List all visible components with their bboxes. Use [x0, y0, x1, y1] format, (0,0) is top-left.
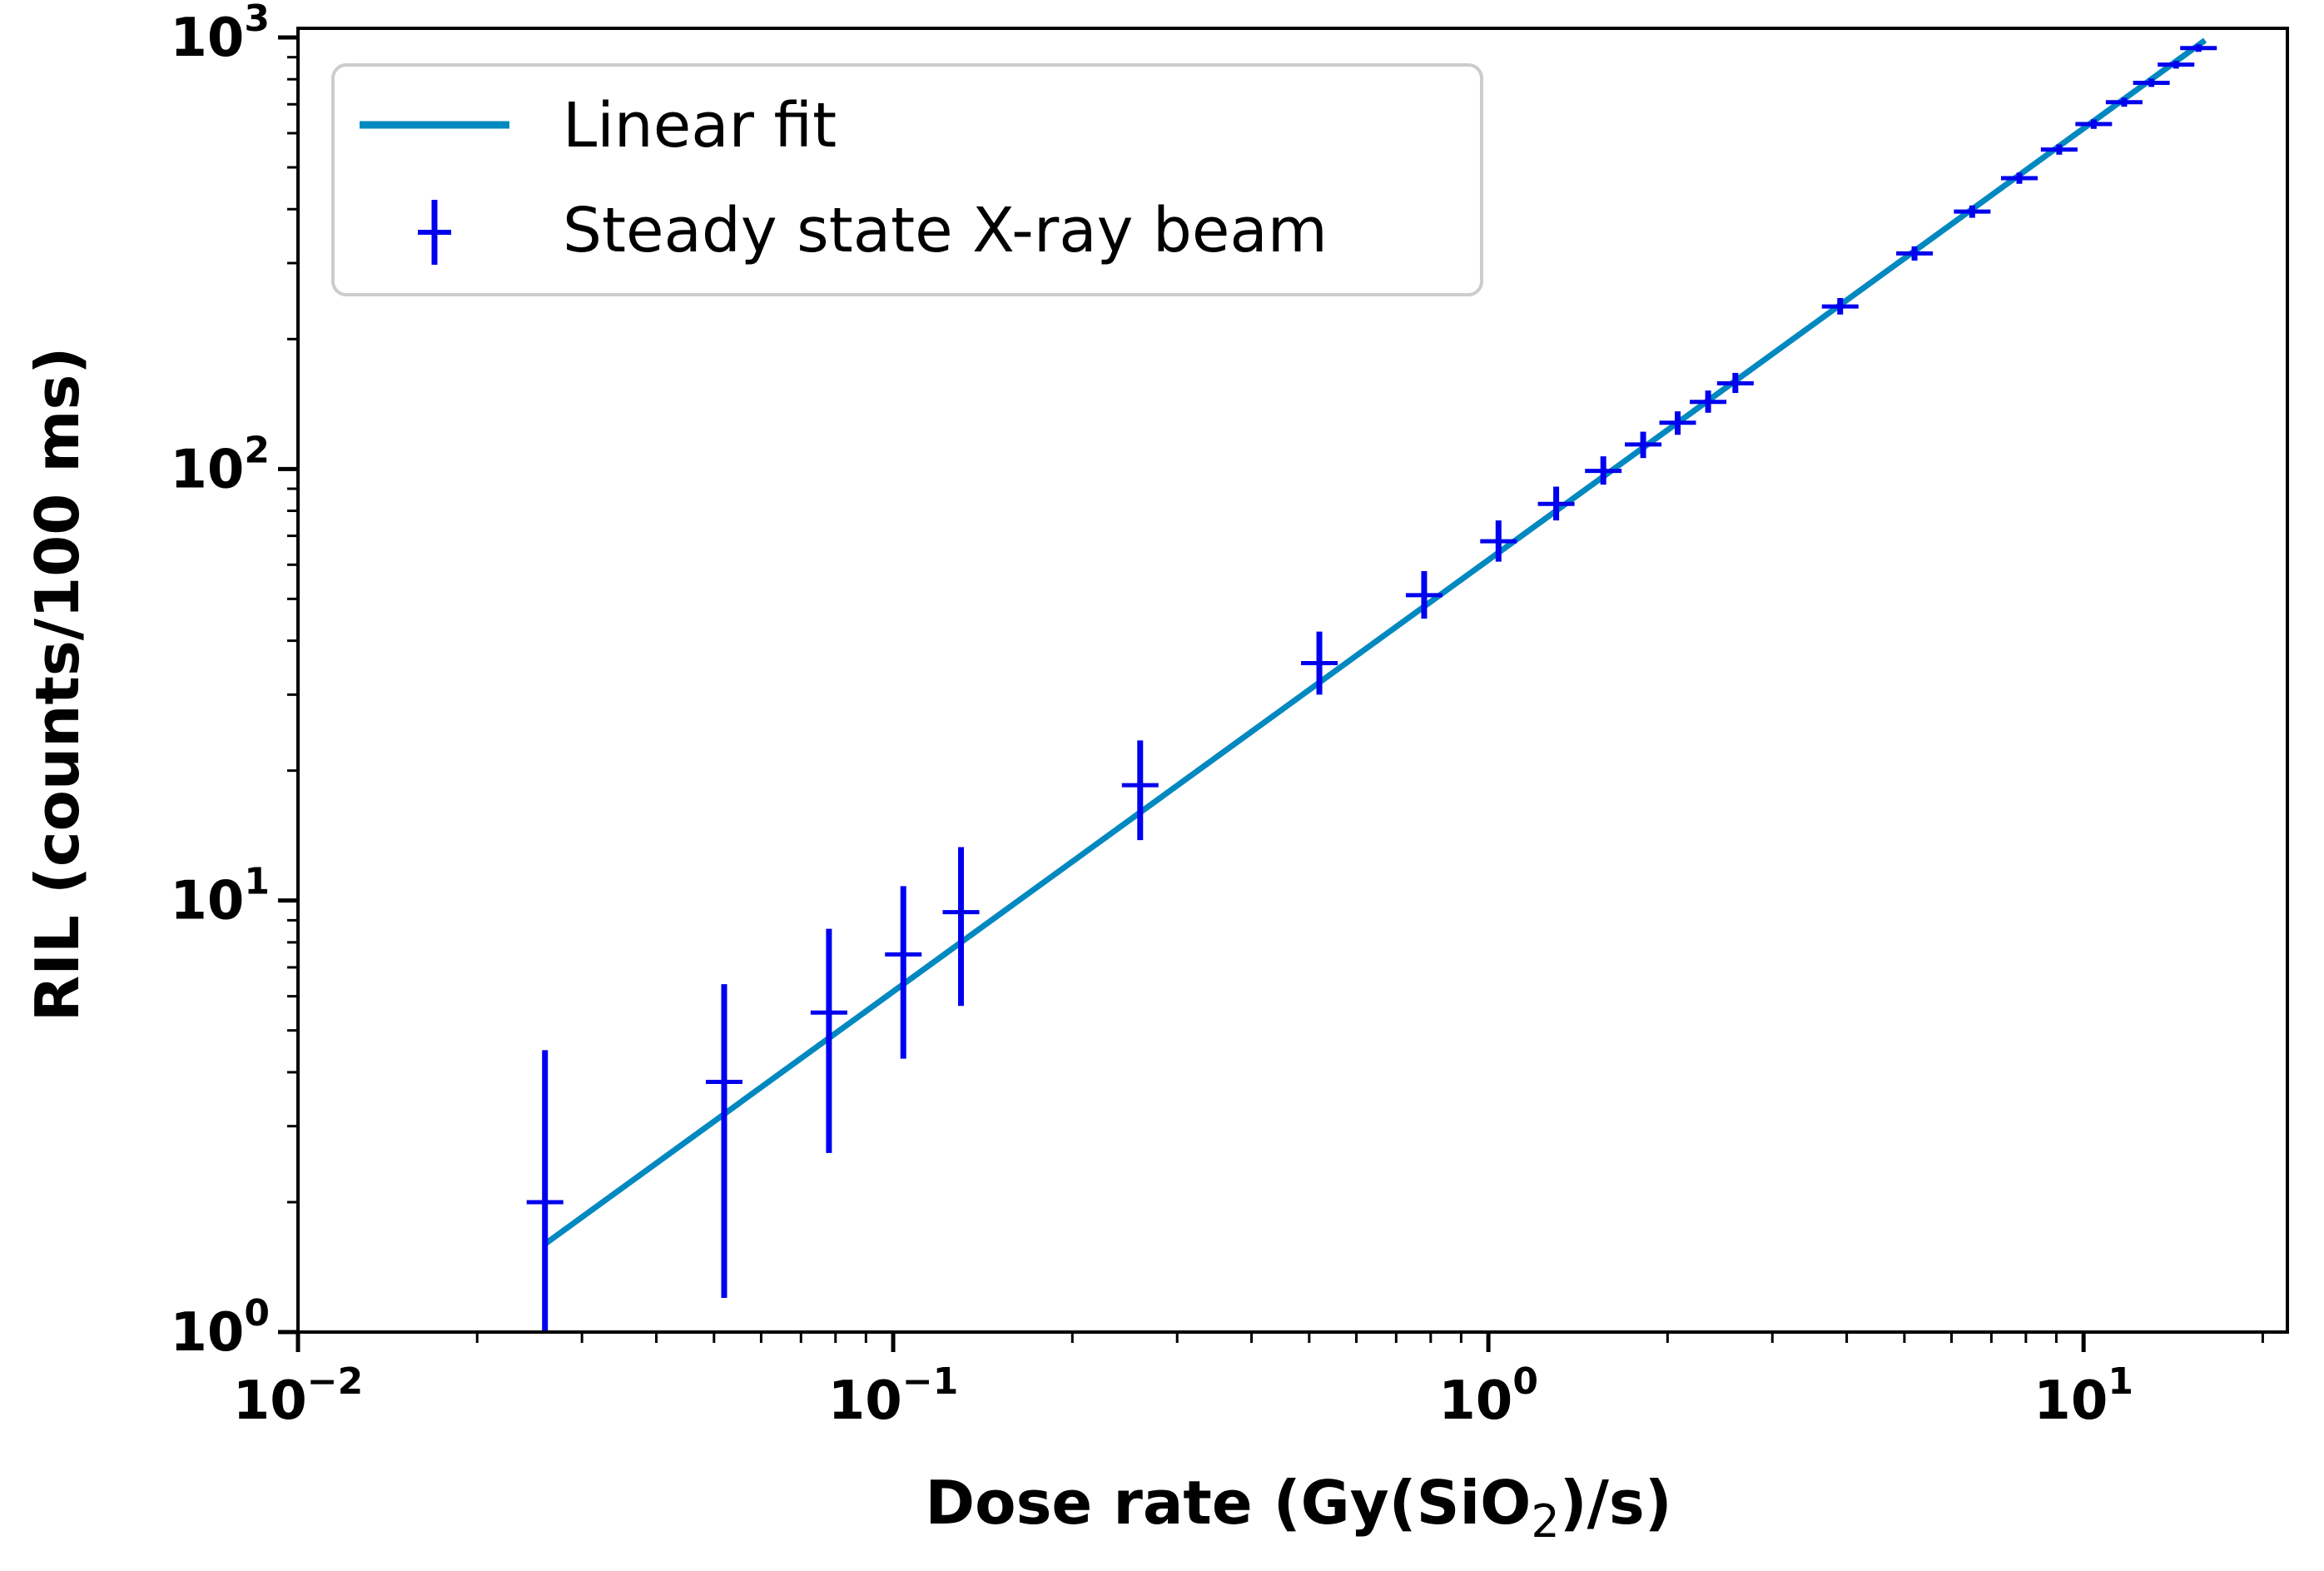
y-tick-label: 102	[170, 429, 270, 500]
x-tick-label-base: 10	[828, 1370, 902, 1432]
data-point	[1121, 740, 1159, 841]
data-point	[885, 886, 922, 1059]
y-axis-label: RIL (counts/100 ms)	[22, 347, 92, 1022]
x-tick-label-exponent: 0	[1512, 1360, 1538, 1403]
data-point	[1405, 570, 1443, 619]
data-point	[1301, 631, 1338, 695]
data-point	[1690, 390, 1727, 413]
data-point	[2180, 44, 2217, 52]
x-tick-label-exponent: −1	[902, 1360, 958, 1403]
data-point	[942, 847, 980, 1007]
data-point	[1480, 520, 1517, 562]
data-point	[810, 928, 847, 1153]
data-point	[1821, 297, 1859, 315]
data-point	[2133, 78, 2170, 87]
fit-layer	[543, 37, 2207, 1247]
x-tick-label-exponent: −2	[307, 1360, 363, 1403]
data-point	[1537, 486, 1575, 521]
y-tick-label: 101	[170, 861, 270, 932]
y-tick-label: 103	[170, 0, 270, 69]
x-axis-label-sub: 2	[1531, 1495, 1559, 1548]
data-point	[705, 984, 742, 1298]
x-axis-label: Dose rate (Gy(SiO2)/s)	[925, 1468, 1671, 1548]
x-tick-label-base: 10	[233, 1370, 307, 1432]
data-point	[2075, 119, 2113, 129]
legend: Linear fit Steady state X-ray beam	[331, 63, 1483, 296]
x-tick-label-base: 10	[2034, 1370, 2108, 1432]
x-tick-label-exponent: 1	[2108, 1360, 2133, 1403]
y-tick-label-base: 10	[170, 871, 244, 932]
y-tick-label: 100	[170, 1292, 270, 1364]
y-tick-label-base: 10	[170, 7, 244, 69]
legend-label-linear-fit: Linear fit	[563, 90, 837, 162]
data-point	[1716, 372, 1754, 394]
data-point	[1585, 456, 1622, 485]
x-tick-label: 10−2	[233, 1360, 364, 1432]
data-point	[2158, 60, 2195, 69]
x-axis-ticks: 10−2 10−1 100 101	[233, 1332, 2264, 1432]
y-tick-label-base: 10	[170, 439, 244, 500]
y-tick-label-base: 10	[170, 1302, 244, 1364]
y-tick-label-exponent: 2	[244, 429, 270, 471]
y-tick-label-exponent: 1	[244, 861, 270, 903]
data-point	[2105, 97, 2143, 107]
data-point	[2000, 172, 2038, 184]
x-axis-label-end: )/s)	[1560, 1468, 1672, 1538]
plot-area	[296, 27, 2289, 1334]
x-tick-label-base: 10	[1438, 1370, 1512, 1432]
x-tick-label: 101	[2034, 1360, 2133, 1432]
data-point	[526, 1050, 564, 1332]
x-tick-label: 10−1	[828, 1360, 959, 1432]
legend-box	[331, 63, 1483, 296]
data-point	[1954, 205, 1991, 218]
data-point	[1659, 411, 1696, 435]
fit-line	[543, 37, 2207, 1247]
errorbar-layer	[526, 44, 2217, 1332]
x-tick-label: 100	[1438, 1360, 1538, 1432]
data-point	[1896, 246, 1934, 261]
data-point	[1625, 431, 1662, 459]
y-tick-label-exponent: 3	[244, 0, 270, 40]
x-axis-label-main: Dose rate (Gy(SiO	[925, 1468, 1531, 1538]
y-tick-label-exponent: 0	[244, 1292, 270, 1335]
data-point	[2040, 144, 2078, 155]
legend-label-steady-state: Steady state X-ray beam	[563, 195, 1328, 266]
